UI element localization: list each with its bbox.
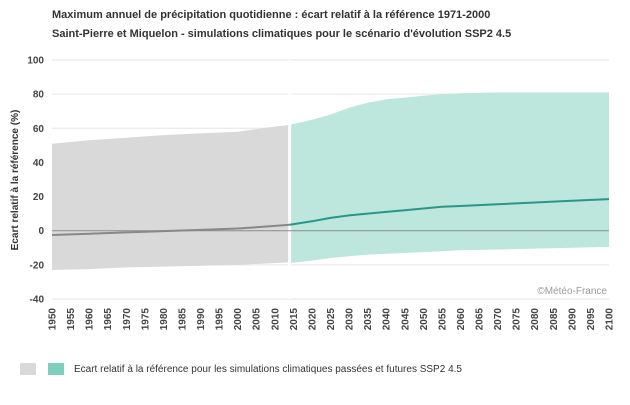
y-tick-label: -20 — [30, 260, 45, 271]
legend-swatch-future — [48, 363, 64, 375]
x-tick-label: 2090 — [567, 308, 578, 331]
x-tick-label: 2020 — [307, 308, 318, 331]
x-tick-label: 1990 — [196, 308, 207, 331]
x-tick-label: 2010 — [270, 308, 281, 331]
x-tick-label: 2035 — [363, 308, 374, 331]
x-tick-label: 1965 — [103, 308, 114, 331]
x-tick-label: 2025 — [326, 308, 337, 331]
x-tick-label: 1980 — [159, 308, 170, 331]
x-tick-label: 1955 — [66, 308, 77, 331]
chart-legend: Ecart relatif à la référence pour les si… — [20, 362, 462, 376]
median-line-historical — [51, 223, 290, 236]
x-tick-label: 2070 — [493, 308, 504, 331]
legend-label: Ecart relatif à la référence pour les si… — [74, 363, 462, 375]
chart-title: Maximum annuel de précipitation quotidie… — [52, 9, 491, 21]
x-tick-label: 1975 — [140, 308, 151, 331]
y-tick-label: 100 — [27, 56, 44, 67]
x-tick-label: 2100 — [605, 308, 616, 331]
y-tick-label: 20 — [33, 192, 45, 203]
x-tick-label: 2060 — [456, 308, 467, 331]
x-tick-label: 1970 — [122, 308, 133, 331]
x-tick-label: 2005 — [252, 308, 263, 331]
x-tick-label: 2085 — [549, 308, 560, 331]
x-tick-label: 1995 — [215, 308, 226, 331]
data-areas — [52, 60, 609, 299]
median-line-future — [289, 198, 610, 226]
x-tick-label: 1950 — [48, 308, 59, 331]
data-lines — [51, 198, 610, 236]
x-tick-label: 1985 — [177, 308, 188, 331]
x-axis-ticks: 1950 1955 1960 1965 1970 1975 1980 1985 1990 1995… — [48, 308, 616, 331]
y-axis-label: Ecart relatif à la référence (%) — [10, 110, 21, 251]
x-tick-label: 2015 — [289, 308, 300, 331]
x-tick-label: 2030 — [345, 308, 356, 331]
area-historical — [52, 124, 290, 271]
x-tick-label: 2080 — [530, 308, 541, 331]
area-future — [289, 92, 609, 264]
y-tick-label: -40 — [30, 295, 45, 306]
legend-swatch-past — [20, 363, 36, 375]
x-tick-label: 1960 — [85, 308, 96, 331]
y-axis-ticks: -40 -20 0 20 40 60 80 100 — [27, 56, 44, 306]
x-tick-label: 2050 — [419, 308, 430, 331]
x-tick-label: 2055 — [437, 308, 448, 331]
x-tick-label: 2065 — [475, 308, 486, 331]
y-tick-label: 40 — [33, 158, 45, 169]
chart-subtitle: Saint-Pierre et Miquelon - simulations c… — [52, 28, 512, 40]
x-tick-label: 2045 — [400, 308, 411, 331]
meteo-france-credit: ©Météo-France — [537, 286, 607, 297]
y-tick-label: 60 — [33, 124, 45, 135]
x-tick-label: 2095 — [586, 308, 597, 331]
y-tick-label: 0 — [38, 226, 44, 237]
x-tick-label: 2040 — [382, 308, 393, 331]
x-tick-label: 2000 — [233, 308, 244, 331]
y-tick-label: 80 — [33, 90, 45, 101]
x-tick-label: 2075 — [512, 308, 523, 331]
